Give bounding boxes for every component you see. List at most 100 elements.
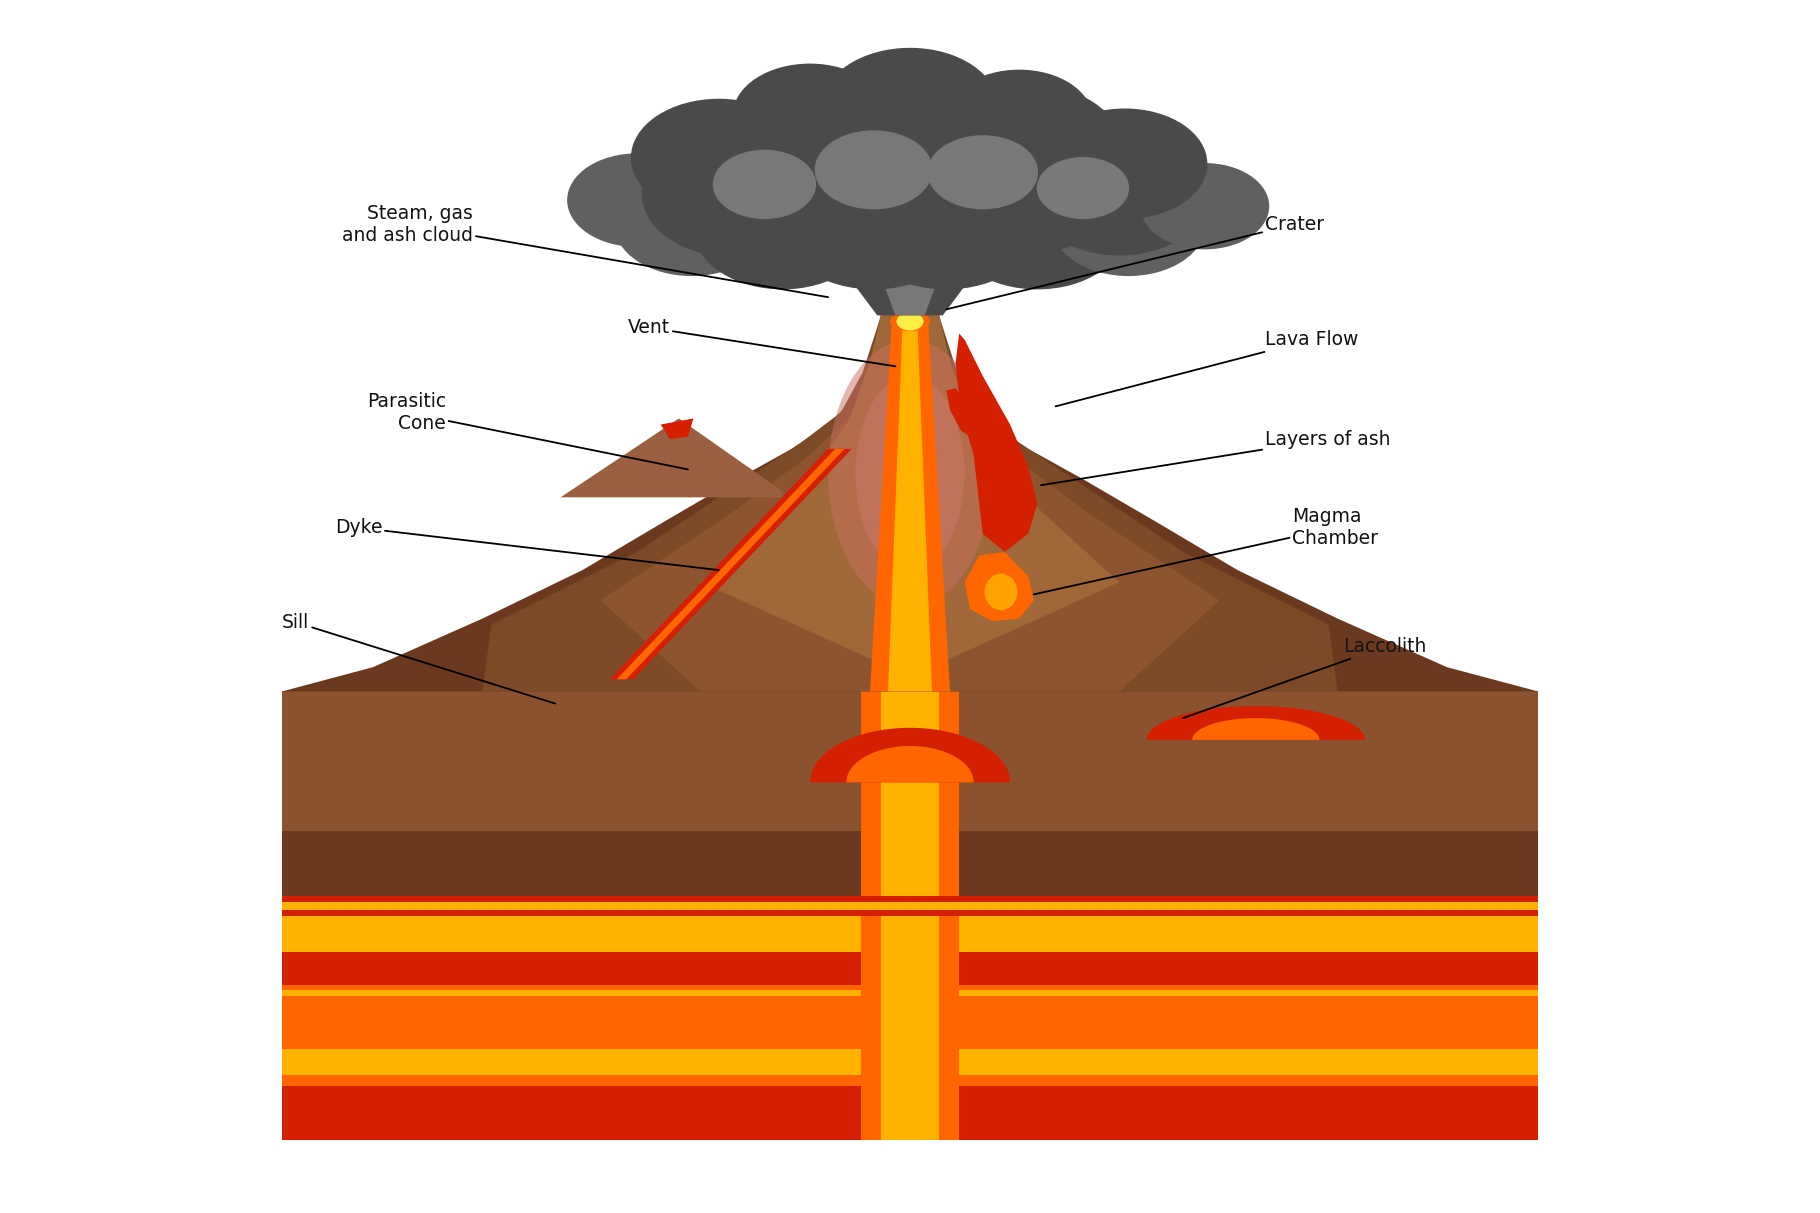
Circle shape (897, 313, 923, 330)
Ellipse shape (895, 315, 923, 328)
Circle shape (1032, 138, 1207, 255)
Polygon shape (959, 861, 1538, 916)
Circle shape (999, 210, 1014, 220)
Circle shape (713, 78, 925, 218)
Polygon shape (617, 449, 844, 679)
Text: Steam, gas
and ash cloud: Steam, gas and ash cloud (342, 204, 828, 297)
Polygon shape (610, 449, 852, 679)
Polygon shape (810, 728, 1010, 782)
Text: Magma
Chamber: Magma Chamber (1034, 507, 1378, 594)
Circle shape (946, 70, 1092, 167)
Polygon shape (959, 1075, 1538, 1086)
Polygon shape (959, 896, 1538, 916)
Ellipse shape (985, 574, 1017, 610)
Circle shape (1037, 158, 1128, 218)
Circle shape (961, 223, 979, 235)
Polygon shape (282, 861, 861, 916)
Polygon shape (282, 279, 905, 691)
Polygon shape (282, 1075, 861, 1086)
Circle shape (713, 150, 815, 218)
Polygon shape (956, 334, 1037, 552)
Polygon shape (282, 1086, 861, 1140)
Polygon shape (282, 896, 959, 916)
Circle shape (733, 64, 886, 166)
Polygon shape (282, 1049, 861, 1086)
Polygon shape (888, 321, 932, 691)
Circle shape (1043, 109, 1207, 218)
Polygon shape (846, 746, 974, 782)
Polygon shape (823, 222, 885, 300)
Polygon shape (282, 691, 861, 861)
Polygon shape (282, 952, 861, 1001)
Circle shape (923, 84, 1123, 217)
Ellipse shape (855, 376, 965, 570)
Circle shape (950, 172, 1125, 289)
Polygon shape (661, 418, 693, 439)
Ellipse shape (828, 340, 992, 606)
Polygon shape (870, 321, 950, 691)
Polygon shape (282, 990, 861, 996)
Polygon shape (864, 902, 1538, 910)
Polygon shape (959, 985, 1538, 1001)
Polygon shape (282, 985, 861, 1001)
Circle shape (632, 99, 806, 216)
Polygon shape (959, 691, 1538, 831)
Polygon shape (861, 691, 959, 1140)
Polygon shape (282, 1001, 861, 1049)
Text: Sill: Sill (282, 613, 555, 704)
Circle shape (806, 68, 1032, 218)
Circle shape (568, 154, 706, 246)
Polygon shape (915, 279, 1538, 691)
Text: Parasitic
Cone: Parasitic Cone (368, 392, 688, 469)
Polygon shape (959, 691, 1538, 861)
Polygon shape (914, 252, 950, 312)
Polygon shape (482, 279, 1338, 691)
Circle shape (783, 167, 965, 289)
Polygon shape (282, 916, 861, 952)
Text: Crater: Crater (946, 215, 1323, 309)
Polygon shape (959, 916, 1538, 952)
Polygon shape (881, 691, 939, 1140)
Circle shape (855, 167, 1037, 289)
Circle shape (837, 224, 855, 237)
Polygon shape (959, 1001, 1538, 1049)
Polygon shape (921, 228, 974, 307)
Circle shape (815, 131, 932, 209)
Circle shape (937, 247, 952, 257)
Polygon shape (701, 245, 1119, 691)
Polygon shape (959, 990, 1538, 996)
Polygon shape (877, 267, 943, 315)
Polygon shape (943, 212, 1016, 295)
Circle shape (928, 136, 1037, 209)
Polygon shape (959, 1049, 1538, 1086)
Circle shape (1052, 173, 1205, 275)
Polygon shape (841, 267, 979, 315)
Polygon shape (601, 261, 1219, 691)
Circle shape (919, 121, 1119, 255)
Polygon shape (282, 902, 861, 910)
Polygon shape (282, 896, 861, 916)
Circle shape (823, 114, 1034, 255)
Circle shape (868, 247, 883, 257)
Polygon shape (1192, 718, 1320, 740)
Text: Lava Flow: Lava Flow (1056, 330, 1358, 406)
Text: Dyke: Dyke (335, 518, 719, 570)
Polygon shape (959, 902, 1538, 910)
Polygon shape (846, 228, 899, 307)
Circle shape (615, 173, 768, 275)
Text: Vent: Vent (628, 318, 895, 366)
Circle shape (819, 218, 834, 228)
Polygon shape (959, 952, 1538, 1001)
Polygon shape (870, 252, 906, 312)
Circle shape (642, 131, 832, 257)
Polygon shape (282, 691, 861, 831)
Polygon shape (861, 896, 1538, 916)
Ellipse shape (890, 312, 930, 331)
Circle shape (1141, 164, 1269, 249)
Text: Layers of ash: Layers of ash (1041, 429, 1390, 485)
Polygon shape (965, 552, 1034, 621)
Text: Laccolith: Laccolith (1183, 637, 1427, 718)
Circle shape (732, 118, 943, 258)
Polygon shape (959, 691, 1538, 861)
Polygon shape (282, 902, 956, 910)
